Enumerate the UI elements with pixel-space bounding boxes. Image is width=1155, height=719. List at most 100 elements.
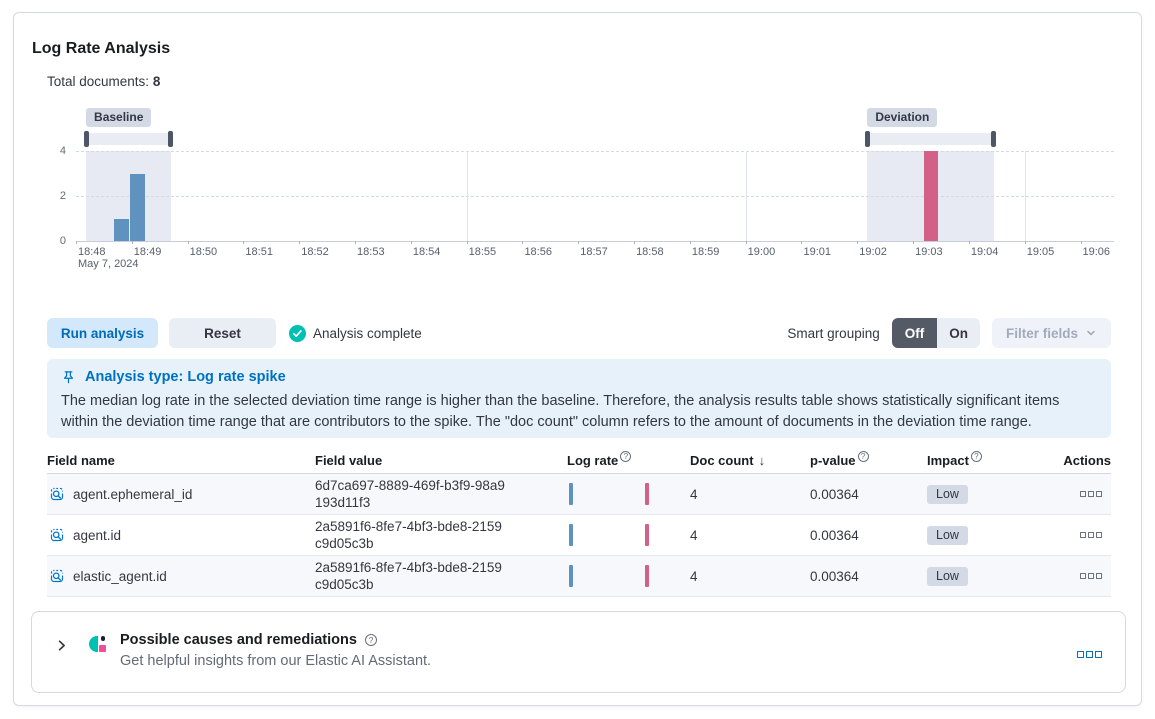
impact-info-icon[interactable]: ?: [970, 451, 982, 462]
results-table: Field name Field value Log rate? Doc cou…: [47, 448, 1111, 597]
row-actions-button[interactable]: [1077, 570, 1105, 582]
ai-panel-actions-button[interactable]: [1074, 648, 1105, 661]
x-tick-label: 19:06: [1082, 246, 1111, 258]
table-row: agent.id 2a5891f6-8fe7-4bf3-bde8-2159c9d…: [47, 515, 1111, 556]
x-tick-mark: [913, 241, 915, 244]
smart-grouping-off-button[interactable]: Off: [891, 318, 938, 348]
field-search-icon[interactable]: [49, 527, 65, 543]
x-tick-label: 18:51: [245, 246, 273, 258]
impact-badge: Low: [927, 525, 968, 545]
horizontal-gridline: [76, 151, 1114, 152]
doc-count-chart-plot: [76, 151, 1114, 242]
x-tick-mark: [131, 241, 133, 244]
col-header-doc-count[interactable]: Doc count ↓: [690, 453, 766, 468]
field-value: 6d7ca697-8889-469f-b3f9-98a9193d11f3: [315, 478, 505, 510]
baseline-rate-bar: [569, 565, 573, 587]
total-documents-label: Total documents:: [47, 74, 150, 89]
smart-grouping-on-button[interactable]: On: [937, 318, 980, 348]
col-header-p-value[interactable]: p-value?: [810, 451, 927, 468]
pin-icon: [61, 370, 76, 385]
field-search-icon[interactable]: [49, 568, 65, 584]
x-tick-mark: [578, 241, 580, 244]
baseline-histogram-bar: [113, 218, 129, 241]
col-header-actions: Actions: [1063, 453, 1111, 468]
ai-panel-title[interactable]: Possible causes and remediations: [120, 632, 357, 648]
reset-button[interactable]: Reset: [169, 318, 276, 348]
x-tick-label: 18:49: [133, 246, 162, 258]
table-row: agent.ephemeral_id 6d7ca697-8889-469f-b3…: [47, 474, 1111, 515]
vertical-gridline: [1024, 151, 1026, 241]
col-header-field-value[interactable]: Field value: [315, 453, 383, 468]
x-tick-mark: [187, 241, 189, 244]
col-header-impact[interactable]: Impact?: [927, 451, 1037, 468]
field-value: 2a5891f6-8fe7-4bf3-bde8-2159c9d05c3b: [315, 560, 502, 592]
log-rate-sparkline: [567, 515, 690, 555]
ai-panel-subtitle: Get helpful insights from our Elastic AI…: [120, 653, 432, 669]
x-tick-mark: [968, 241, 970, 244]
log-rate-analysis-panel: Log Rate Analysis Total documents: 8 Bas…: [13, 12, 1142, 706]
deviation-rate-bar: [645, 565, 649, 587]
x-tick-label: 18:48: [78, 246, 106, 258]
x-tick-mark: [1080, 241, 1082, 244]
doc-count: 4: [690, 486, 698, 502]
p-value-info-icon[interactable]: ?: [857, 451, 869, 462]
help-icon[interactable]: ?: [364, 634, 377, 646]
analysis-status: Analysis complete: [289, 324, 422, 342]
impact-badge: Low: [927, 484, 968, 504]
baseline-badge: Baseline: [86, 108, 152, 127]
x-tick-label: 18:55: [468, 246, 497, 258]
table-row: elastic_agent.id 2a5891f6-8fe7-4bf3-bde8…: [47, 556, 1111, 597]
deviation-brush[interactable]: [865, 131, 996, 147]
y-tick-label: 0: [59, 235, 66, 247]
vertical-gridline: [745, 151, 747, 241]
x-tick-label: 19:04: [970, 246, 999, 258]
controls-bar: Run analysis Reset Analysis complete Sma…: [47, 318, 1111, 348]
x-tick-mark: [1024, 241, 1026, 244]
field-name: agent.id: [73, 527, 122, 543]
x-tick-label: 19:05: [1026, 246, 1055, 258]
chart-y-axis: 0 2 4: [52, 145, 70, 247]
run-analysis-button[interactable]: Run analysis: [47, 318, 158, 348]
x-tick-label: 19:00: [747, 246, 776, 258]
field-search-icon[interactable]: [49, 486, 65, 502]
x-tick-mark: [299, 241, 301, 244]
x-tick-mark: [76, 241, 77, 244]
deviation-brush-left-handle[interactable]: [865, 131, 871, 147]
x-tick-label: 18:59: [691, 246, 720, 258]
log-rate-info-icon[interactable]: ?: [620, 451, 632, 462]
page-title: Log Rate Analysis: [32, 40, 171, 57]
col-header-field-name[interactable]: Field name: [47, 453, 115, 468]
x-tick-mark: [857, 241, 859, 244]
filter-fields-button[interactable]: Filter fields: [991, 318, 1111, 348]
log-rate-sparkline: [567, 556, 690, 596]
total-documents: Total documents: 8: [47, 74, 160, 89]
field-name: agent.ephemeral_id: [73, 486, 193, 502]
x-tick-label: 18:56: [524, 246, 552, 258]
row-actions-button[interactable]: [1077, 529, 1105, 541]
check-circle-icon: [289, 324, 306, 342]
x-tick-label: 18:50: [189, 246, 218, 258]
deviation-brush-right-handle[interactable]: [991, 131, 996, 147]
baseline-brush-left-handle[interactable]: [84, 131, 90, 147]
x-tick-mark: [522, 241, 524, 244]
field-value: 2a5891f6-8fe7-4bf3-bde8-2159c9d05c3b: [315, 519, 502, 551]
baseline-brush-right-handle[interactable]: [167, 131, 173, 147]
doc-count: 4: [690, 527, 698, 543]
x-tick-mark: [243, 241, 245, 244]
x-tick-label: 19:01: [803, 246, 831, 258]
chart-x-axis: 18:48 18:49 18:50 18:51 18:52 18:53 18:54 18:55…: [76, 241, 1114, 272]
row-actions-button[interactable]: [1077, 488, 1105, 500]
results-table-body: agent.ephemeral_id 6d7ca697-8889-469f-b3…: [47, 474, 1111, 597]
results-table-header: Field name Field value Log rate? Doc cou…: [47, 448, 1111, 474]
col-header-log-rate[interactable]: Log rate?: [567, 451, 690, 468]
vertical-gridline: [466, 151, 468, 241]
p-value: 0.00364: [810, 486, 859, 502]
baseline-brush[interactable]: [84, 131, 173, 147]
elastic-ai-assistant-icon: [89, 636, 106, 652]
x-tick-mark: [466, 241, 468, 244]
doc-count: 4: [690, 568, 698, 584]
x-tick-mark: [410, 241, 412, 244]
x-tick-label: 18:54: [412, 246, 441, 258]
chevron-right-icon[interactable]: [52, 636, 71, 658]
x-tick-label: 18:58: [636, 246, 664, 258]
